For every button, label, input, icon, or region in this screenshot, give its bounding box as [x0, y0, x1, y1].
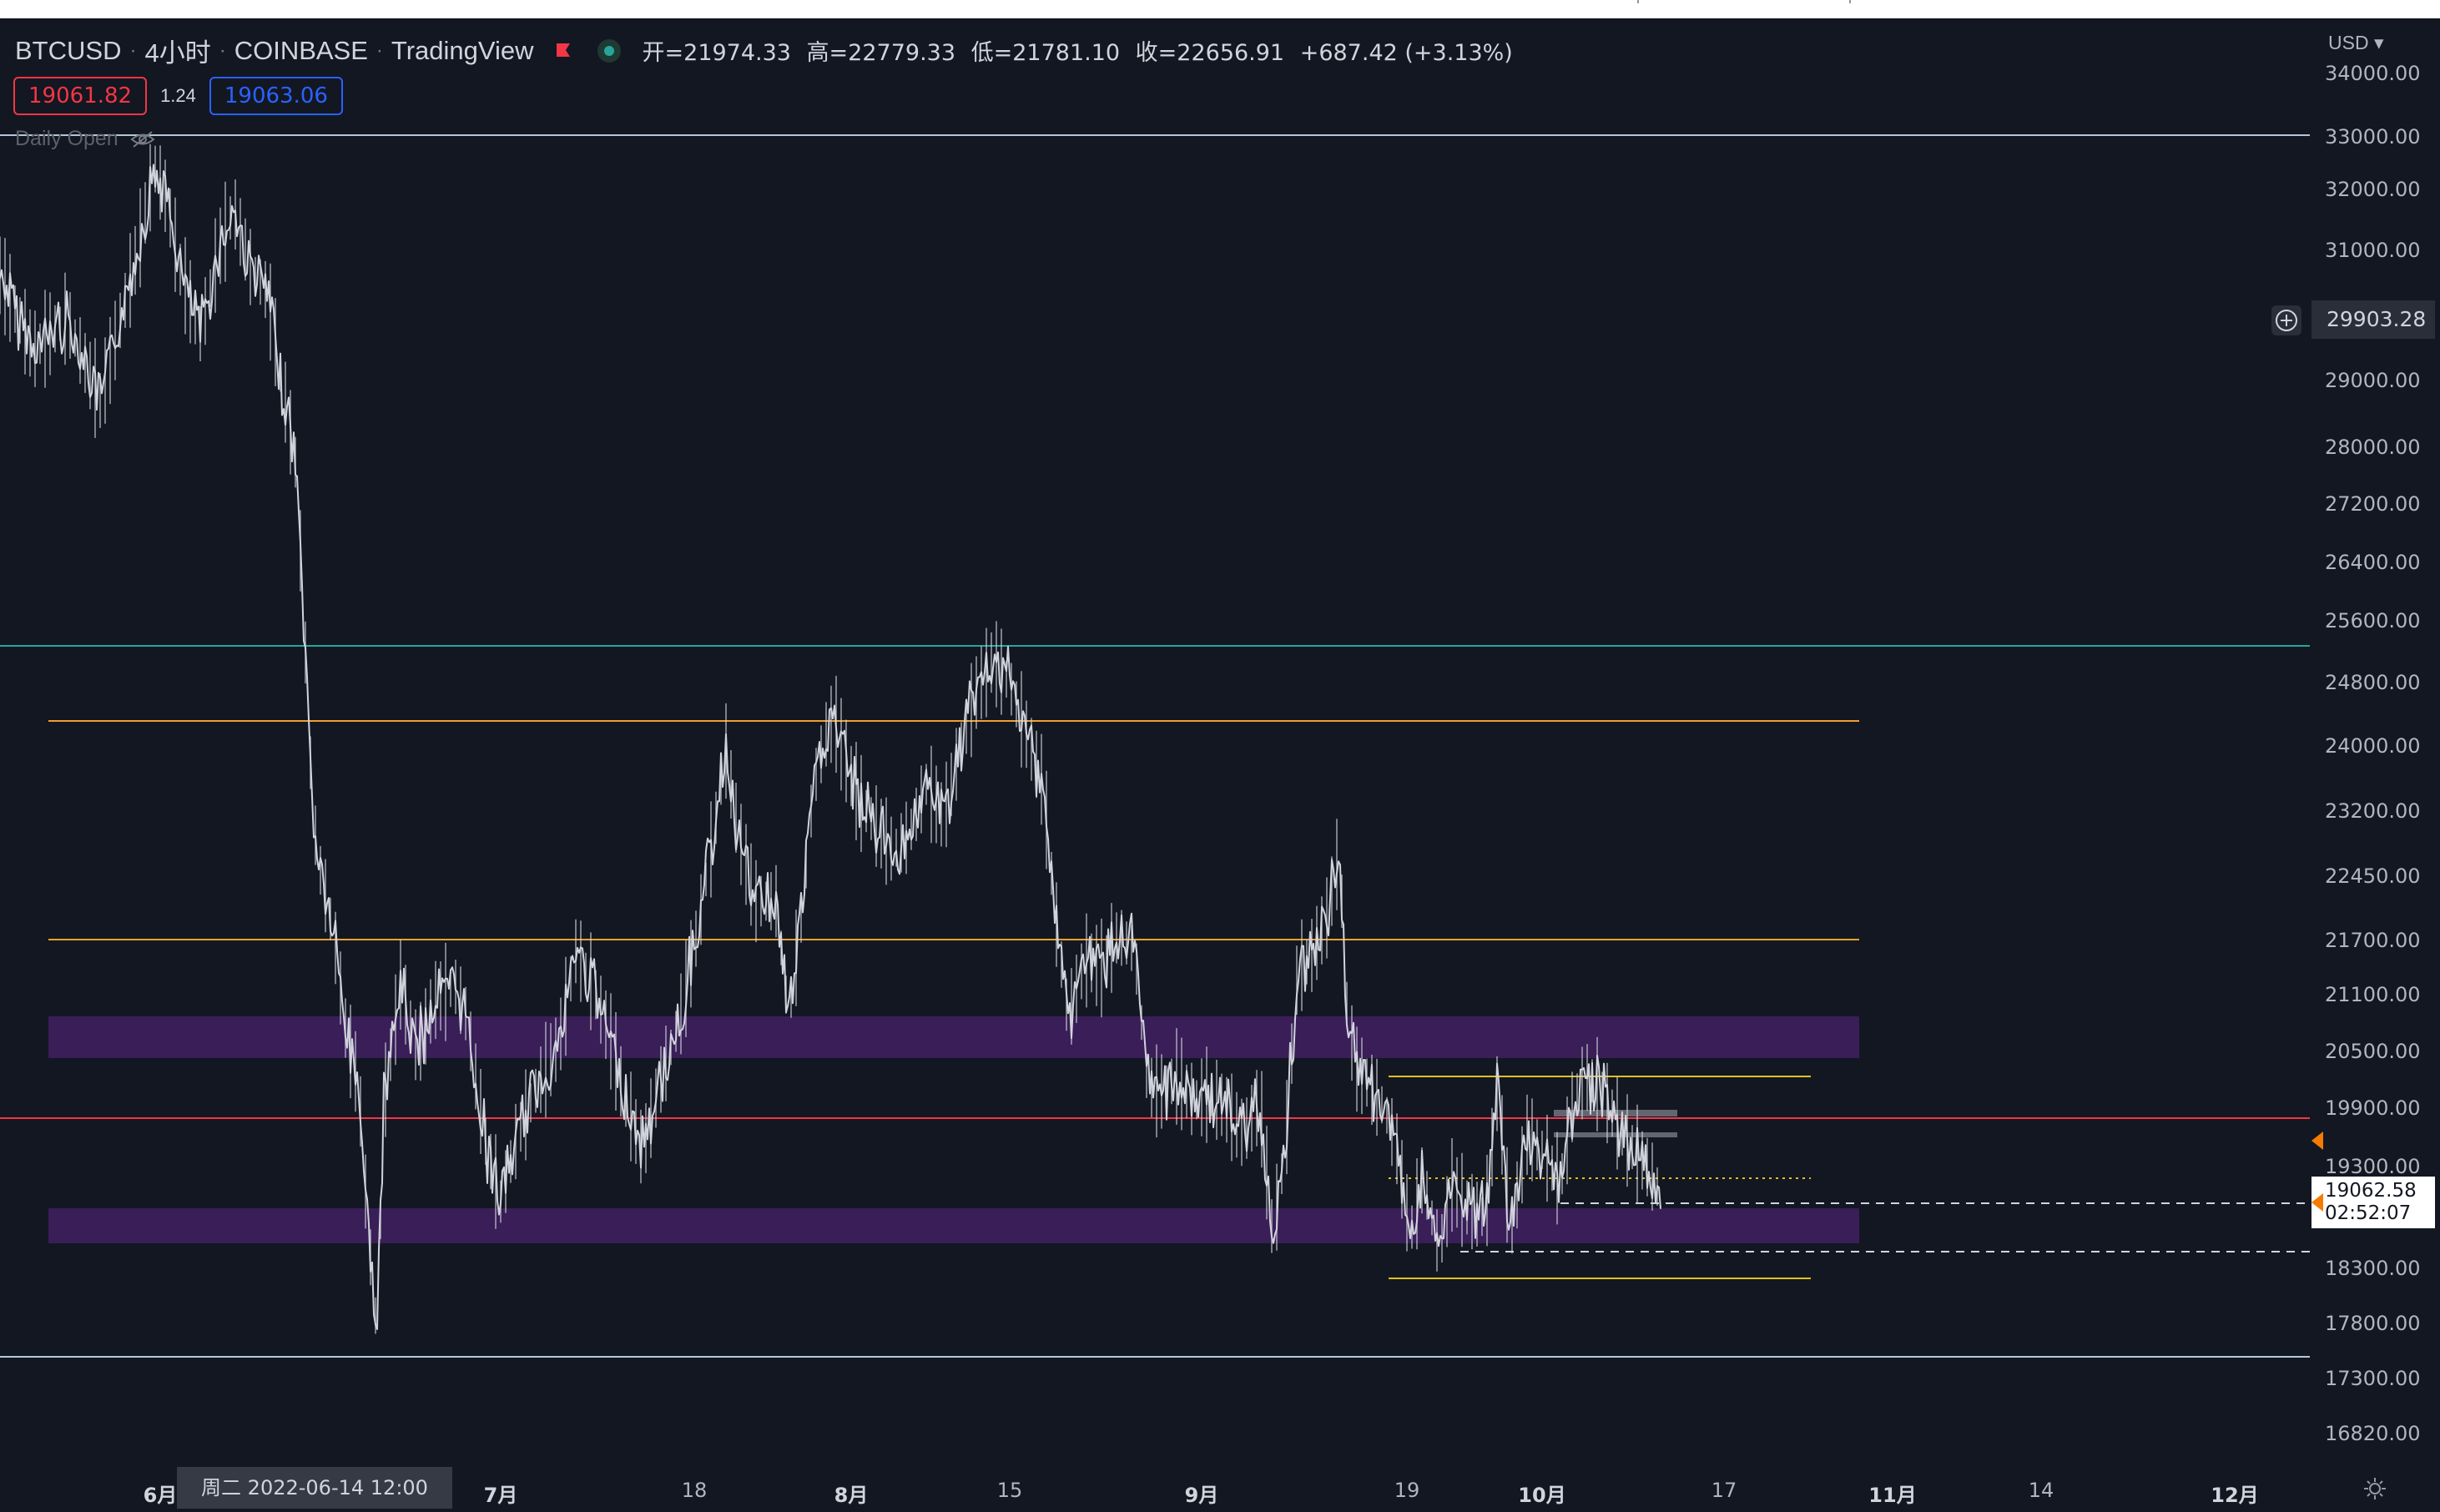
price-axis-label: 17800.00 [2325, 1312, 2421, 1335]
price-axis-label: 29000.00 [2325, 369, 2421, 392]
price-axis-label: 20500.00 [2325, 1040, 2421, 1063]
top-window-strip [0, 0, 2440, 18]
position-marker [1554, 1132, 1677, 1137]
currency-selector[interactable]: USD ▾ [2328, 32, 2384, 53]
time-axis-label: 8月 [834, 1484, 869, 1507]
price-axis-label: 17300.00 [2325, 1367, 2421, 1390]
indicator-name: Daily Open [15, 127, 118, 150]
price-axis-label: 31000.00 [2325, 239, 2421, 262]
symbol-legend: BTCUSD · 4小时 · COINBASE · TradingView 开=… [15, 32, 1521, 69]
alert-marker-icon [2311, 1131, 2323, 1150]
time-axis-label: 12月 [2211, 1484, 2259, 1507]
price-axis-label: 28000.00 [2325, 436, 2421, 459]
price-axis-label: 33000.00 [2325, 125, 2421, 149]
exchange-label: COINBASE [234, 35, 368, 65]
price-marker-icon [2311, 1193, 2323, 1212]
price-axis-label: 26400.00 [2325, 551, 2421, 574]
price-axis-label: 19900.00 [2325, 1096, 2421, 1120]
time-axis[interactable]: 6月 7月 18 8月 15 9月 19 10月 17 11月 14 12月 [0, 1462, 2310, 1512]
support-zone-lower [48, 1208, 1859, 1243]
change-value: +687.42 (+3.13%) [1299, 40, 1513, 66]
time-axis-label: 15 [996, 1479, 1023, 1502]
time-axis-label: 19 [1394, 1479, 1420, 1502]
price-axis-label: 16820.00 [2325, 1422, 2421, 1445]
price-axis[interactable]: 34000.00 33000.00 32000.00 31000.00 29000.00… [2310, 18, 2440, 1512]
spread-value: 1.24 [160, 85, 196, 106]
buy-sell-panel: 19061.82 1.24 19063.06 [13, 77, 343, 115]
time-axis-label: 7月 [483, 1484, 518, 1507]
low-value: 低=21781.10 [970, 40, 1121, 66]
time-axis-label: 14 [2028, 1479, 2054, 1502]
settings-gear-icon[interactable] [2362, 1475, 2388, 1502]
crosshair-price-label: 29903.28 [2311, 300, 2435, 339]
price-axis-label: 21100.00 [2325, 983, 2421, 1006]
price-axis-label: 24800.00 [2325, 671, 2421, 694]
time-axis-label: 10月 [1518, 1484, 1566, 1507]
close-value: 收=22656.91 [1135, 40, 1285, 66]
time-axis-label: 17 [1711, 1479, 1737, 1502]
price-axis-label: 18300.00 [2325, 1257, 2421, 1280]
price-axis-label: 32000.00 [2325, 178, 2421, 201]
price-axis-label: 34000.00 [2325, 62, 2421, 85]
symbol-name[interactable]: BTCUSD [15, 35, 122, 65]
buy-button[interactable]: 19063.06 [209, 77, 343, 115]
current-price-value: 19062.58 [2325, 1180, 2417, 1202]
open-value: 开=21974.33 [642, 40, 791, 66]
current-price-label: 19062.58 02:52:07 [2311, 1177, 2435, 1228]
price-wicks [0, 144, 1658, 1334]
price-axis-label: 22450.00 [2325, 864, 2421, 888]
price-chart[interactable] [0, 18, 2310, 1462]
sell-button[interactable]: 19061.82 [13, 77, 148, 115]
price-axis-label: 21700.00 [2325, 929, 2421, 952]
flag-icon[interactable] [554, 42, 572, 60]
price-axis-label: 27200.00 [2325, 492, 2421, 516]
bar-countdown: 02:52:07 [2325, 1202, 2412, 1224]
price-axis-label: 23200.00 [2325, 799, 2421, 823]
market-status-icon[interactable] [597, 38, 621, 63]
high-value: 高=22779.33 [806, 40, 956, 66]
time-axis-label: 18 [681, 1479, 708, 1502]
provider-label: TradingView [391, 35, 534, 65]
interval-label[interactable]: 4小时 [144, 38, 211, 68]
plus-circle-icon [2276, 310, 2297, 331]
crosshair-time-label: 周二 2022-06-14 12:00 [177, 1467, 452, 1509]
price-series [0, 164, 1661, 1330]
time-axis-label: 6月 [143, 1484, 178, 1507]
currency-label: USD [2328, 32, 2369, 53]
time-axis-label: 11月 [1868, 1484, 1917, 1507]
indicator-legend[interactable]: Daily Open [15, 127, 155, 151]
price-axis-label: 25600.00 [2325, 609, 2421, 633]
time-axis-label: 9月 [1184, 1484, 1219, 1507]
eye-hidden-icon[interactable] [130, 130, 155, 149]
add-alert-button[interactable] [2271, 305, 2301, 335]
price-axis-label: 24000.00 [2325, 734, 2421, 758]
price-axis-label: 19300.00 [2325, 1155, 2421, 1178]
ohlc-values: 开=21974.33 高=22779.33 低=21781.10 收=22656… [643, 34, 1521, 67]
